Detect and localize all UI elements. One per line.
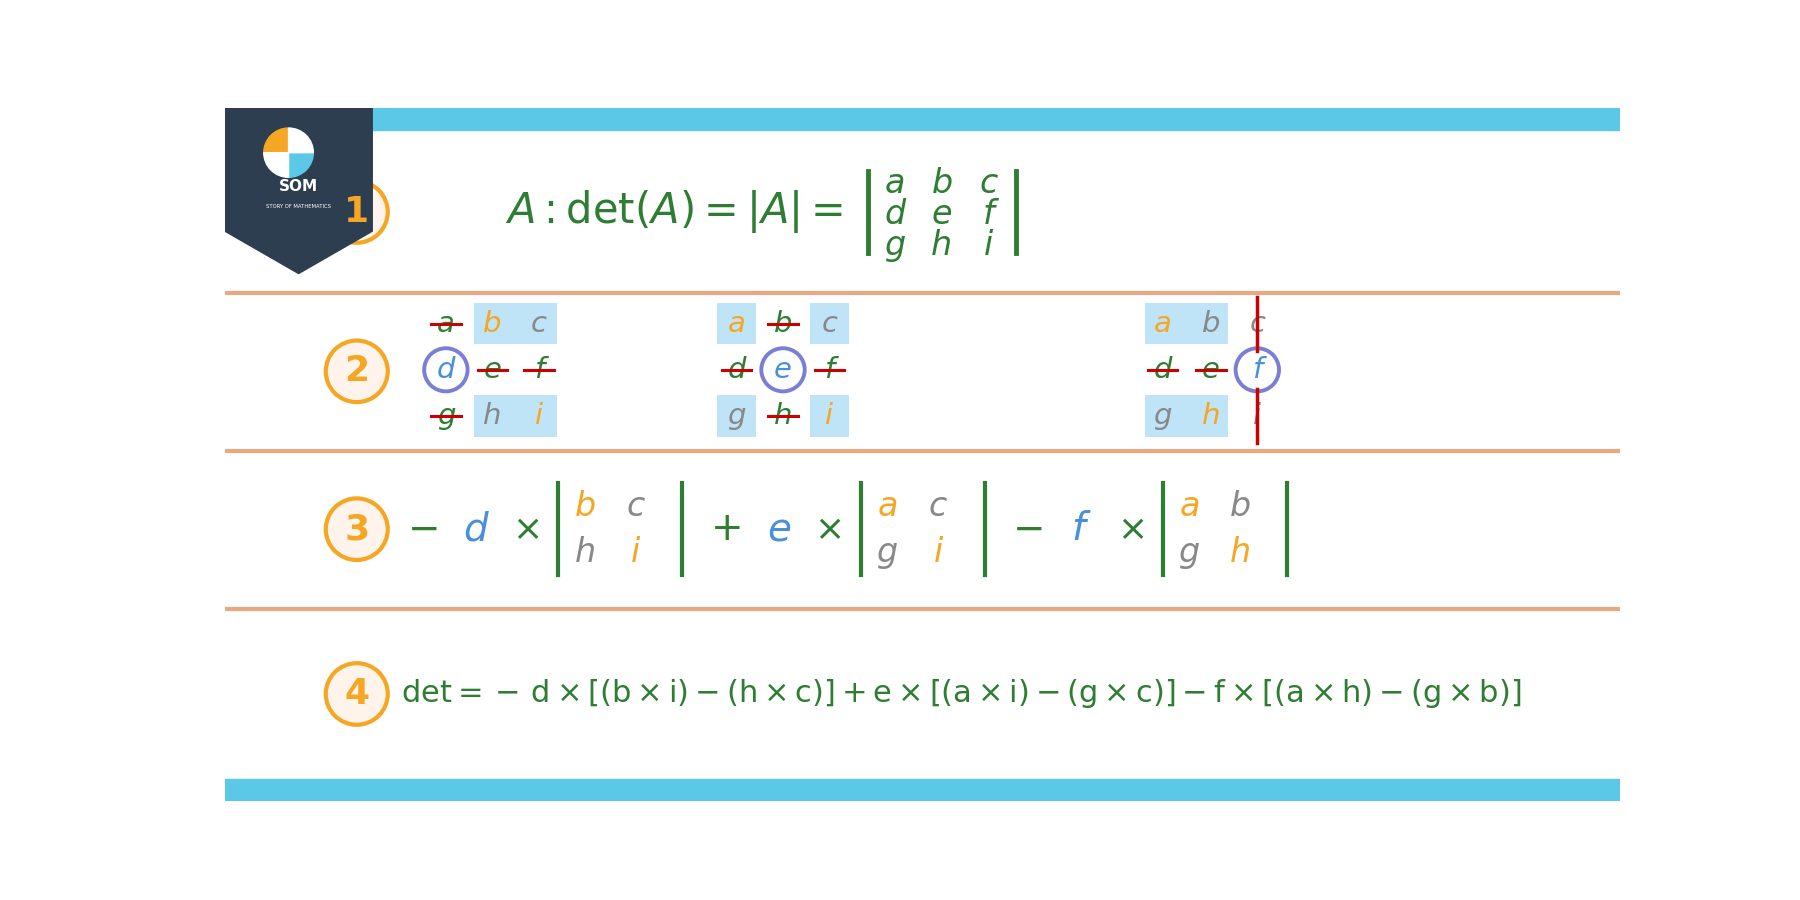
Text: c: c xyxy=(1249,310,1265,338)
Text: b: b xyxy=(1229,490,1251,523)
FancyBboxPatch shape xyxy=(810,395,850,436)
Text: h: h xyxy=(482,402,502,430)
Text: g: g xyxy=(877,536,898,569)
Text: d: d xyxy=(727,356,745,383)
FancyBboxPatch shape xyxy=(716,302,756,345)
FancyBboxPatch shape xyxy=(473,395,556,436)
Text: g: g xyxy=(1154,402,1172,430)
Text: d: d xyxy=(1154,356,1172,383)
Text: f: f xyxy=(1253,356,1262,383)
Text: c: c xyxy=(979,167,997,200)
Circle shape xyxy=(326,340,387,402)
Text: g: g xyxy=(437,402,455,430)
Circle shape xyxy=(326,181,387,243)
Text: $+$: $+$ xyxy=(709,510,740,548)
Text: i: i xyxy=(535,402,544,430)
Text: f: f xyxy=(535,356,544,383)
Wedge shape xyxy=(265,153,288,177)
Text: $\mathrm{det = -\,d \times [(b \times i) - (h \times c)] + e \times [(a \times i: $\mathrm{det = -\,d \times [(b \times i)… xyxy=(401,678,1521,710)
Text: c: c xyxy=(531,310,547,338)
Text: i: i xyxy=(934,536,943,569)
Text: $\times$: $\times$ xyxy=(511,512,540,546)
Text: a: a xyxy=(1154,310,1172,338)
Text: b: b xyxy=(774,310,792,338)
Text: 3: 3 xyxy=(344,512,369,546)
Text: g: g xyxy=(1179,536,1201,569)
Text: i: i xyxy=(985,229,994,262)
Wedge shape xyxy=(288,128,313,153)
Text: $f$: $f$ xyxy=(1071,510,1091,548)
Text: a: a xyxy=(437,310,455,338)
Text: 1: 1 xyxy=(344,195,369,229)
Text: i: i xyxy=(632,536,641,569)
Text: i: i xyxy=(1253,402,1262,430)
Bar xyxy=(225,108,1620,130)
Text: a: a xyxy=(877,490,898,523)
Text: e: e xyxy=(1202,356,1220,383)
Text: SOM: SOM xyxy=(279,179,319,194)
Text: a: a xyxy=(1179,490,1201,523)
FancyBboxPatch shape xyxy=(716,395,756,436)
Text: e: e xyxy=(774,356,792,383)
Text: f: f xyxy=(824,356,835,383)
Text: $d$: $d$ xyxy=(463,510,490,548)
Text: i: i xyxy=(826,402,833,430)
Text: b: b xyxy=(931,167,952,200)
Text: d: d xyxy=(437,356,455,383)
Text: h: h xyxy=(931,229,952,262)
Text: h: h xyxy=(774,402,792,430)
Text: $e$: $e$ xyxy=(767,510,792,548)
Text: c: c xyxy=(626,490,644,523)
Text: $A : \mathrm{det}(A) = |A| =$: $A : \mathrm{det}(A) = |A| =$ xyxy=(506,188,844,236)
Text: h: h xyxy=(1229,536,1251,569)
Text: c: c xyxy=(821,310,837,338)
Text: g: g xyxy=(886,229,905,262)
Text: $-$: $-$ xyxy=(1012,510,1042,548)
Text: f: f xyxy=(983,198,994,230)
Wedge shape xyxy=(288,153,313,177)
Text: STORY OF MATHEMATICS: STORY OF MATHEMATICS xyxy=(266,204,331,209)
Text: b: b xyxy=(482,310,502,338)
Text: 2: 2 xyxy=(344,355,369,388)
Text: c: c xyxy=(929,490,947,523)
Text: $\times$: $\times$ xyxy=(814,512,842,546)
Text: a: a xyxy=(727,310,745,338)
Text: $-$: $-$ xyxy=(407,510,437,548)
Polygon shape xyxy=(225,108,373,274)
Circle shape xyxy=(326,663,387,724)
Text: e: e xyxy=(484,356,502,383)
Text: h: h xyxy=(1202,402,1220,430)
Text: h: h xyxy=(574,536,596,569)
Text: b: b xyxy=(1202,310,1220,338)
Text: d: d xyxy=(886,198,905,230)
Text: a: a xyxy=(886,167,905,200)
FancyBboxPatch shape xyxy=(1145,395,1228,436)
Bar xyxy=(225,779,1620,801)
FancyBboxPatch shape xyxy=(473,302,556,345)
FancyBboxPatch shape xyxy=(1145,302,1228,345)
Wedge shape xyxy=(265,128,288,153)
Circle shape xyxy=(326,499,387,560)
Text: g: g xyxy=(727,402,745,430)
Text: e: e xyxy=(932,198,952,230)
Text: $\times$: $\times$ xyxy=(1116,512,1143,546)
Text: b: b xyxy=(574,490,596,523)
Text: 4: 4 xyxy=(344,677,369,711)
FancyBboxPatch shape xyxy=(810,302,850,345)
